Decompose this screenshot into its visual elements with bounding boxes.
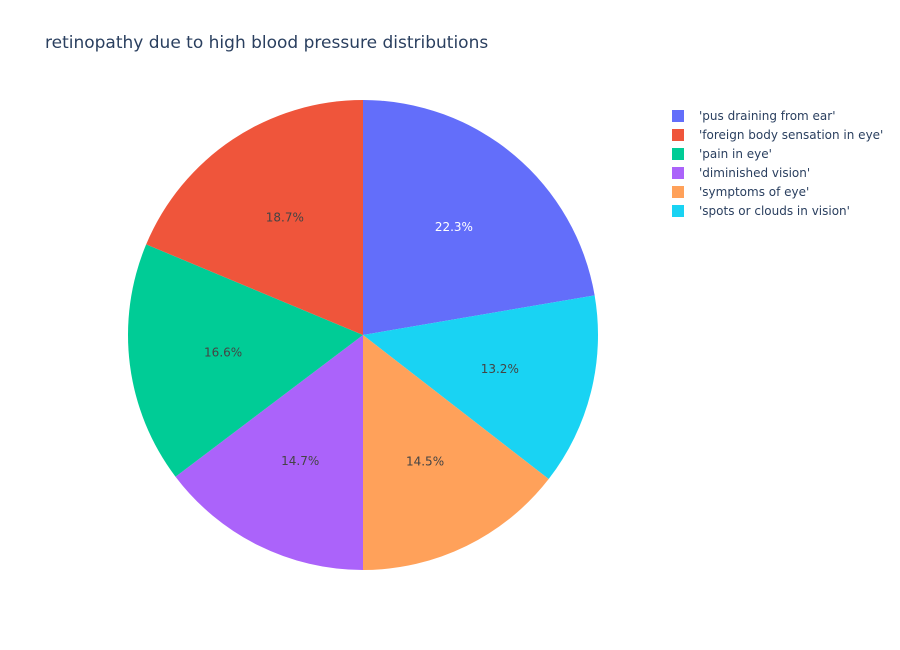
slice-label-spots-or-clouds-in-vision: 13.2% xyxy=(481,362,519,376)
legend: 'pus draining from ear' 'foreign body sen… xyxy=(672,106,883,220)
slice-label-symptoms-of-eye: 14.5% xyxy=(406,455,444,469)
legend-item-spots-or-clouds-in-vision[interactable]: 'spots or clouds in vision' xyxy=(672,201,883,220)
legend-swatch-spots-or-clouds-in-vision xyxy=(672,204,684,217)
pie-slice-labels: 22.3% 13.2% 14.5% 14.7% 16.6% 18.7% xyxy=(204,211,519,469)
legend-swatch-pain-in-eye xyxy=(672,147,684,160)
chart-title: retinopathy due to high blood pressure d… xyxy=(45,33,489,53)
legend-label-spots-or-clouds-in-vision: 'spots or clouds in vision' xyxy=(699,203,850,218)
pie-slice-pain-in-eye[interactable] xyxy=(127,244,363,477)
pie-slices xyxy=(127,100,598,570)
slice-label-foreign-body-sensation-in-eye: 18.7% xyxy=(266,211,304,225)
pie-slice-symptoms-of-eye[interactable] xyxy=(363,335,549,570)
legend-item-diminished-vision[interactable]: 'diminished vision' xyxy=(672,163,883,182)
legend-label-pus-draining-from-ear: 'pus draining from ear' xyxy=(699,108,836,123)
legend-swatch-foreign-body-sensation-in-eye xyxy=(672,128,684,141)
legend-label-pain-in-eye: 'pain in eye' xyxy=(699,146,772,161)
legend-item-pain-in-eye[interactable]: 'pain in eye' xyxy=(672,144,883,163)
slice-label-pus-draining-from-ear: 22.3% xyxy=(435,220,473,234)
legend-swatch-diminished-vision xyxy=(672,166,684,179)
pie-slice-diminished-vision[interactable] xyxy=(175,335,363,570)
legend-swatch-pus-draining-from-ear xyxy=(672,109,684,122)
pie-slice-pus-draining-from-ear[interactable] xyxy=(363,100,595,335)
legend-swatch-symptoms-of-eye xyxy=(672,185,684,198)
legend-item-symptoms-of-eye[interactable]: 'symptoms of eye' xyxy=(672,182,883,201)
pie-slice-spots-or-clouds-in-vision[interactable] xyxy=(363,295,598,480)
legend-item-foreign-body-sensation-in-eye[interactable]: 'foreign body sensation in eye' xyxy=(672,125,883,144)
legend-label-symptoms-of-eye: 'symptoms of eye' xyxy=(699,184,810,199)
legend-item-pus-draining-from-ear[interactable]: 'pus draining from ear' xyxy=(672,106,883,125)
legend-label-diminished-vision: 'diminished vision' xyxy=(699,165,811,180)
slice-label-diminished-vision: 14.7% xyxy=(281,454,319,468)
slice-label-pain-in-eye: 16.6% xyxy=(204,346,242,360)
legend-label-foreign-body-sensation-in-eye: 'foreign body sensation in eye' xyxy=(699,127,884,142)
pie-slice-foreign-body-sensation-in-eye[interactable] xyxy=(146,100,363,335)
